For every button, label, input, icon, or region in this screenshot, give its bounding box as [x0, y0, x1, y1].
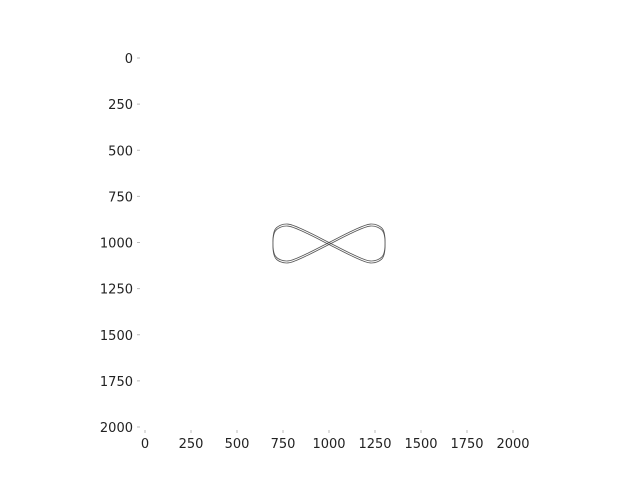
- y-tick-label: 2000: [100, 421, 133, 436]
- x-tick-label: 1500: [404, 437, 437, 452]
- x-tick-label: 250: [179, 437, 204, 452]
- series-line-inner: [272, 225, 386, 264]
- series-layer: [272, 223, 386, 264]
- y-tick-label: 1750: [100, 375, 133, 390]
- x-tick-label: 0: [141, 437, 149, 452]
- x-axis: 0 250 500 750 1000 1250 1500 1750 2000: [141, 430, 530, 452]
- y-tick-label: 0: [125, 52, 133, 67]
- y-tick-label: 1250: [100, 283, 133, 298]
- y-tick-label: 1500: [100, 329, 133, 344]
- y-tick-label: 1000: [100, 237, 133, 252]
- y-tick-label: 250: [108, 98, 133, 113]
- y-axis: 0 250 500 750 1000 1250 1500 1750 2000: [100, 52, 140, 436]
- series-line-outer: [272, 223, 386, 262]
- y-tick-label: 500: [108, 144, 133, 159]
- y-tick-label: 750: [108, 190, 133, 205]
- x-tick-label: 2000: [496, 437, 529, 452]
- x-tick-label: 1250: [358, 437, 391, 452]
- x-tick-label: 750: [271, 437, 296, 452]
- x-tick-label: 500: [225, 437, 250, 452]
- x-tick-label: 1750: [450, 437, 483, 452]
- x-tick-label: 1000: [312, 437, 345, 452]
